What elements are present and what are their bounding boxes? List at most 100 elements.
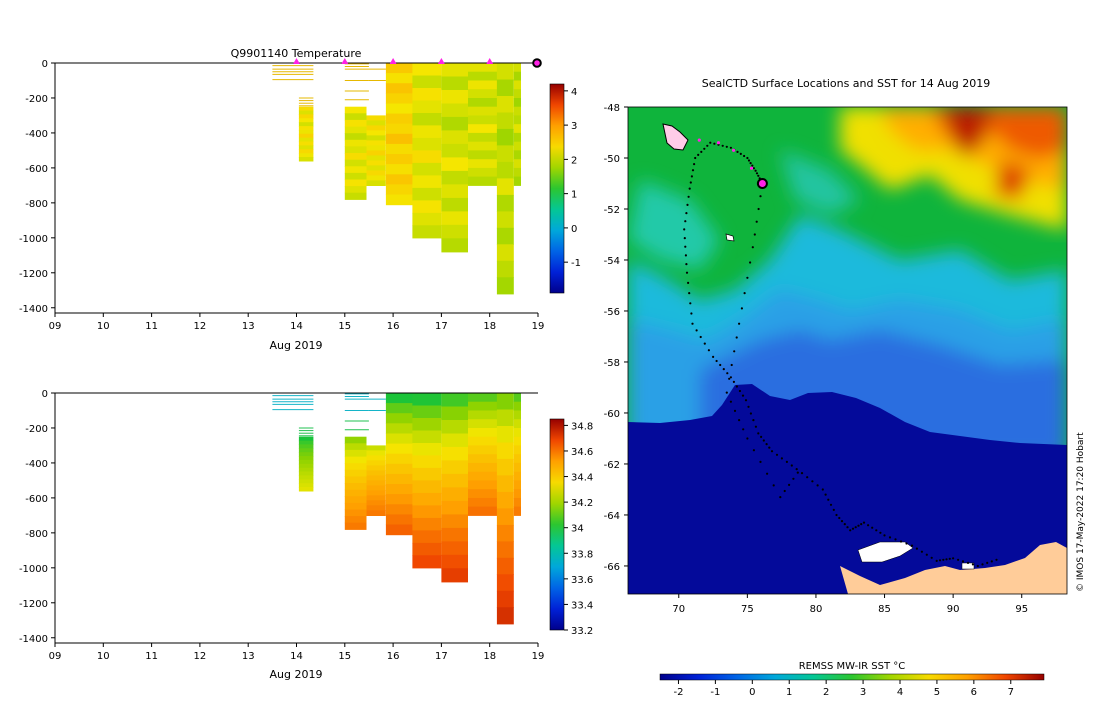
temperature-cell [412, 88, 442, 102]
temperature-cell [513, 80, 521, 90]
salinity-cell [496, 508, 514, 526]
temperature-cell [513, 124, 521, 134]
track-point [957, 558, 960, 561]
track-point [751, 164, 754, 167]
temperature-cell [385, 194, 413, 206]
salinity-cell [412, 542, 442, 556]
salinity-cell [513, 462, 521, 473]
salinity-cell [344, 469, 367, 477]
salinity-cell [344, 496, 367, 504]
heard-island [725, 233, 735, 242]
salinity-cell [412, 405, 442, 419]
salinity-cell [468, 489, 497, 499]
track-point [780, 457, 784, 460]
track-point [894, 538, 897, 541]
salinity-cell [366, 490, 386, 496]
track-point [857, 524, 860, 527]
track-point [846, 526, 849, 529]
temperature-cell [298, 114, 314, 119]
salinity-cell [366, 500, 386, 506]
temperature-cell [385, 143, 413, 155]
track-point [854, 526, 857, 529]
track-point [683, 237, 686, 240]
salinity-cell [385, 403, 413, 414]
track-point [899, 540, 903, 543]
x-tick-label: 11 [145, 651, 158, 662]
temperature-cell [344, 126, 367, 134]
track-point [691, 169, 695, 172]
temperature-cell [412, 113, 442, 127]
temperature-cell [441, 143, 468, 158]
track-point [725, 391, 728, 394]
x-tick-label: 13 [242, 321, 255, 332]
salinity-cell [366, 505, 386, 511]
lat-tick-label: -48 [604, 103, 620, 114]
temperature-cell [513, 89, 521, 99]
track-point [738, 419, 741, 422]
track-point [986, 561, 989, 565]
temperature-cell [513, 115, 521, 125]
temperature-cell [513, 106, 521, 116]
salinity-cell [412, 505, 442, 519]
temperature-cell [298, 110, 314, 116]
track-point [752, 167, 756, 170]
track-point [747, 159, 751, 162]
track-point [687, 281, 690, 284]
track-point [800, 472, 804, 475]
temperature-cell [441, 197, 468, 212]
salinity-cell [344, 443, 367, 451]
temperature-cell [468, 115, 497, 125]
salinity-cell [385, 473, 413, 485]
salinity-cell [513, 489, 521, 499]
sst-colorbar-tick-label: 2 [823, 687, 829, 698]
salinity-cell [496, 557, 514, 575]
recent-position [732, 148, 736, 152]
temperature-cell [385, 123, 413, 135]
track-point [741, 394, 745, 397]
lat-tick-label: -52 [604, 205, 620, 216]
temperature-cell [366, 165, 386, 171]
salinity-cell [298, 467, 314, 473]
lat-tick-label: -50 [604, 154, 620, 165]
track-point [838, 516, 841, 520]
salinity-y-ticks: 0 -200 -400 -600 -800 -1000 -1200 -1400 [19, 389, 55, 645]
temperature-cell [468, 63, 497, 73]
temperature-cell [298, 157, 314, 162]
temperature-cell [344, 179, 367, 187]
track-point [811, 480, 814, 483]
temperature-cell [344, 113, 367, 121]
track-point [851, 527, 855, 530]
temperature-cell [441, 211, 468, 226]
sst-colorbar-tick-label: 3 [860, 687, 866, 698]
track-point [849, 529, 852, 532]
salinity-cell [366, 485, 386, 491]
colorbar-tick-label: 3 [571, 121, 577, 132]
temperature-cell [412, 212, 442, 226]
salinity-cell [298, 483, 314, 488]
salinity-cell [344, 516, 367, 524]
track-point [684, 220, 687, 223]
salinity-cell [441, 406, 468, 421]
temperature-cell [344, 166, 367, 174]
track-point [910, 544, 914, 547]
salinity-cell [385, 494, 413, 505]
temperature-cell [298, 149, 314, 154]
track-point [760, 435, 763, 438]
temperature-cell [298, 126, 314, 131]
y-tick-label: -1000 [19, 234, 48, 245]
temperature-cell [298, 141, 314, 146]
temperature-cell [385, 154, 413, 165]
salinity-cell [468, 471, 497, 481]
temperature-colorbar [549, 83, 565, 294]
salinity-cell [441, 527, 468, 542]
x-tick-label: 16 [387, 321, 400, 332]
track-point [735, 336, 738, 339]
track-point [821, 488, 824, 491]
current-time-marker [532, 58, 542, 68]
temperature-cell [344, 159, 367, 167]
surface-marker [341, 58, 349, 64]
temperature-cell [385, 73, 413, 84]
x-tick-label: 16 [387, 651, 400, 662]
temperature-cell [496, 161, 514, 179]
salinity-cell [513, 471, 521, 481]
